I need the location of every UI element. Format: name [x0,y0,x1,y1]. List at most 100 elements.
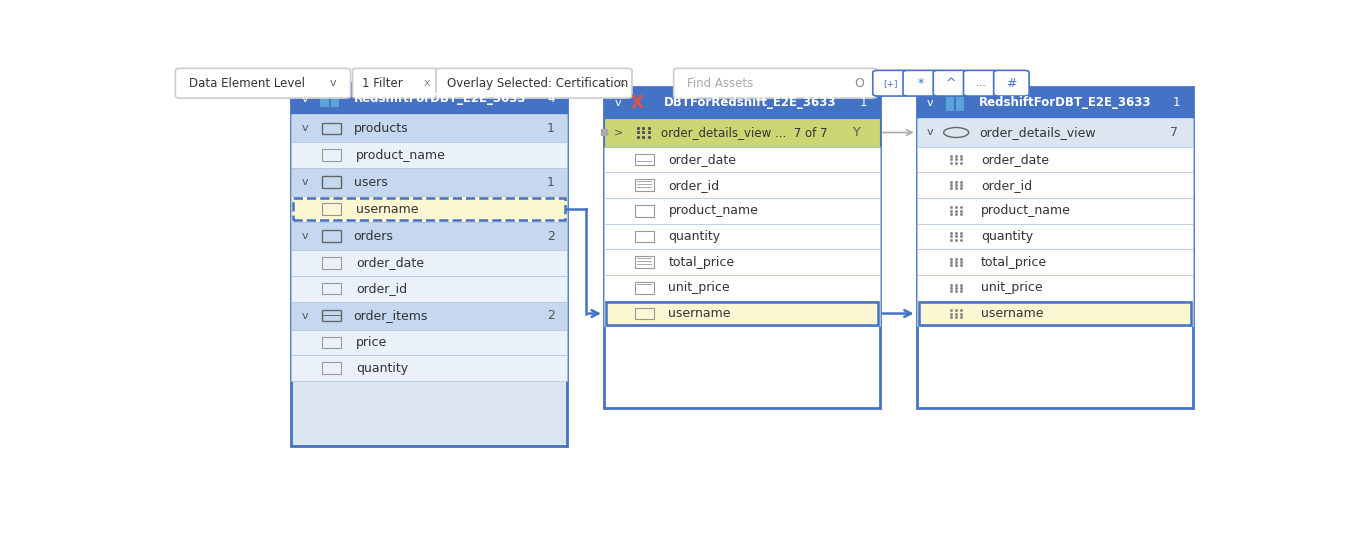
Text: >: > [615,128,624,138]
Text: quantity: quantity [668,230,721,243]
Text: total_price: total_price [982,256,1048,268]
Bar [323,230,342,242]
Bar [604,118,880,146]
Bar [635,282,654,294]
Bar [323,363,342,374]
Bar [604,146,880,172]
Bar [956,95,964,111]
Bar [604,198,880,224]
Bar [323,123,342,134]
Text: x: x [619,78,625,88]
Bar [604,224,880,249]
Text: 1: 1 [547,122,555,135]
Text: order_date: order_date [355,257,424,270]
Text: ...: ... [975,78,987,88]
Text: ^: ^ [946,77,956,90]
Text: users: users [354,176,387,189]
Bar [916,118,1193,146]
Bar [916,301,1193,327]
Bar [635,154,654,165]
Text: v: v [615,98,621,108]
Text: 2: 2 [547,309,555,322]
Text: RedshiftForDBT_E2E_3633: RedshiftForDBT_E2E_3633 [354,92,526,105]
FancyBboxPatch shape [933,70,968,96]
Bar [291,83,568,445]
Text: Y: Y [853,126,861,139]
Bar [635,179,654,191]
Text: order_date: order_date [668,153,737,166]
Text: #: # [1006,77,1017,90]
Bar [916,87,1193,118]
Bar [604,87,880,408]
Bar [916,198,1193,224]
Bar [323,337,342,348]
Text: username: username [355,203,418,216]
Text: v: v [301,177,308,187]
Bar [916,172,1193,198]
Bar [291,250,568,276]
Bar [323,310,342,321]
Text: Overlay Selected: Certification: Overlay Selected: Certification [448,77,628,90]
Bar [635,308,654,320]
Bar [635,231,654,242]
Text: x: x [424,78,430,88]
Text: Data Element Level: Data Element Level [188,77,305,90]
Text: order_date: order_date [982,153,1049,166]
Text: Find Assets: Find Assets [687,77,753,90]
Text: price: price [355,336,387,349]
Bar [635,257,654,268]
Text: username: username [668,307,730,320]
Bar [946,95,954,111]
FancyBboxPatch shape [963,70,999,96]
Text: order_items: order_items [354,309,428,322]
Bar [323,257,342,269]
Text: [+]: [+] [884,79,897,88]
Text: order_details_view: order_details_view [979,126,1096,139]
Bar [291,222,568,250]
Bar [291,83,568,114]
Bar [323,283,342,294]
Bar [323,203,342,215]
Text: products: products [354,122,409,135]
Bar [604,249,880,275]
Bar [604,87,880,118]
Text: order_id: order_id [982,179,1033,192]
Bar [919,302,1190,325]
Text: product_name: product_name [668,204,759,217]
Text: X: X [631,94,644,112]
FancyBboxPatch shape [175,68,351,98]
Bar [916,87,1193,408]
Bar [604,301,880,327]
Bar [291,356,568,381]
Bar [291,196,568,222]
Text: orders: orders [354,230,394,243]
FancyBboxPatch shape [873,70,908,96]
Text: 1: 1 [1173,96,1181,109]
Text: product_name: product_name [355,149,445,162]
Text: 1: 1 [859,96,868,109]
Bar [291,276,568,301]
FancyBboxPatch shape [674,68,877,98]
FancyBboxPatch shape [352,68,438,98]
Bar [605,302,878,325]
Bar [604,275,880,301]
Text: v: v [301,94,308,104]
Bar [291,168,568,196]
FancyBboxPatch shape [902,70,939,96]
Text: 2: 2 [547,230,555,243]
Text: DBTForRedshift_E2E_3633: DBTForRedshift_E2E_3633 [664,96,837,109]
Bar [916,146,1193,172]
Text: total_price: total_price [668,256,734,268]
Text: v: v [301,231,308,241]
Text: order_id: order_id [355,282,408,295]
Bar [291,114,568,143]
Text: v: v [301,310,308,321]
Bar [291,143,568,168]
Bar [916,275,1193,301]
Text: 1 Filter: 1 Filter [362,77,402,90]
Text: *: * [917,77,924,90]
Text: v: v [301,123,308,133]
Text: product_name: product_name [982,204,1071,217]
Text: order_details_view ...  7 of 7: order_details_view ... 7 of 7 [662,126,827,139]
Text: 4: 4 [547,92,555,105]
